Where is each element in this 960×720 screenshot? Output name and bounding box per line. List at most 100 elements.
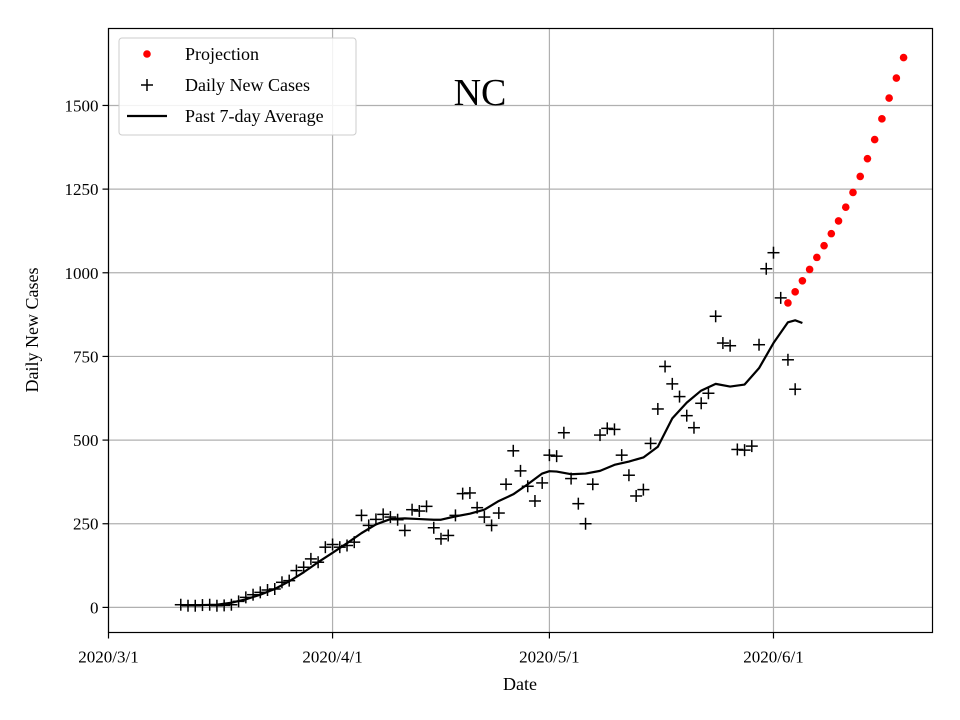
daily-cases-marker — [521, 480, 534, 493]
daily-cases-marker — [543, 449, 556, 462]
daily-cases-marker — [369, 513, 382, 526]
daily-cases-marker — [622, 469, 635, 482]
daily-cases-marker — [275, 576, 288, 589]
daily-cases-marker — [579, 517, 592, 530]
daily-cases-marker — [738, 444, 751, 457]
daily-cases-marker — [225, 598, 238, 611]
daily-cases-marker — [420, 500, 433, 513]
plot-frame — [107, 27, 934, 634]
y-tick-label: 0 — [90, 598, 99, 617]
daily-cases-marker — [203, 598, 216, 611]
x-tick-label: 2020/3/1 — [78, 648, 138, 667]
daily-cases-marker — [680, 409, 693, 422]
daily-cases-marker — [442, 529, 455, 542]
daily-cases-marker — [659, 360, 672, 373]
daily-cases-marker — [557, 426, 570, 439]
legend-box — [118, 37, 357, 136]
daily-cases-marker — [232, 595, 245, 608]
daily-cases-marker — [463, 486, 476, 499]
daily-cases-marker — [644, 437, 657, 450]
daily-cases-marker — [406, 503, 419, 516]
daily-cases-marker — [478, 511, 491, 524]
daily-cases-marker — [687, 421, 700, 434]
daily-cases-marker — [594, 429, 607, 442]
daily-cases-marker — [601, 422, 614, 435]
average-line — [180, 319, 803, 607]
daily-cases-marker — [774, 291, 787, 304]
projection-point — [805, 265, 814, 274]
daily-cases-marker — [608, 423, 621, 436]
daily-cases-marker — [261, 584, 274, 597]
daily-cases-marker — [377, 508, 390, 521]
y-tick-label: 500 — [73, 431, 99, 450]
daily-cases-marker — [572, 497, 585, 510]
daily-cases-marker — [586, 478, 599, 491]
daily-cases-marker — [174, 598, 187, 611]
y-tick-label: 250 — [73, 515, 99, 534]
y-axis-label: Daily New Cases — [22, 268, 42, 393]
daily-cases-marker — [536, 476, 549, 489]
daily-cases-marker — [702, 387, 715, 400]
daily-cases-marker — [485, 519, 498, 532]
daily-cases-marker — [753, 338, 766, 351]
y-tick-label: 1250 — [65, 180, 99, 199]
x-tick-label: 2020/5/1 — [519, 648, 579, 667]
projection-point — [834, 217, 843, 225]
daily-cases-marker — [767, 246, 780, 259]
daily-cases-marker — [673, 390, 686, 403]
daily-cases-marker — [528, 494, 541, 507]
projection-point — [820, 241, 828, 250]
daily-cases-marker — [651, 402, 664, 415]
legend-marker-projection — [143, 50, 151, 58]
projection-point — [791, 288, 799, 296]
x-tick-label: 2020/6/1 — [743, 648, 803, 667]
y-tick-label: 750 — [73, 347, 99, 366]
daily-cases-marker — [760, 262, 773, 275]
projection-point — [856, 172, 865, 181]
y-tick-label: 1000 — [65, 264, 99, 283]
daily-cases-marker — [716, 337, 729, 350]
projection-point — [885, 94, 893, 102]
daily-cases-marker — [254, 586, 267, 599]
daily-cases-marker — [304, 552, 317, 565]
daily-cases-marker — [630, 489, 643, 502]
projection-point — [813, 253, 821, 262]
daily-cases-marker — [637, 483, 650, 496]
daily-cases-marker — [709, 310, 722, 323]
daily-cases-marker — [362, 519, 375, 532]
daily-cases-marker — [615, 449, 628, 462]
daily-cases-marker — [434, 532, 447, 545]
daily-cases-marker — [745, 440, 758, 453]
daily-cases-marker — [391, 513, 404, 526]
daily-cases-marker — [268, 582, 281, 595]
daily-cases-marker — [413, 505, 426, 518]
daily-cases-marker — [781, 353, 794, 366]
daily-cases-marker — [514, 464, 527, 477]
daily-cases-marker — [247, 588, 260, 601]
average-series — [180, 319, 803, 607]
daily-cases-marker — [297, 561, 310, 574]
daily-cases-marker — [283, 574, 296, 587]
legend-label-projection: Projection — [185, 44, 259, 64]
daily-cases-marker — [471, 501, 484, 514]
projection-point — [863, 154, 872, 163]
daily-cases-marker — [239, 591, 252, 604]
daily-cases-marker — [666, 377, 679, 390]
daily-cases-marker — [507, 444, 520, 457]
daily-cases-marker — [398, 524, 411, 537]
projection-point — [878, 115, 886, 123]
daily-cases-marker — [500, 478, 513, 491]
x-axis-label: Date — [503, 674, 537, 694]
daily-cases-series — [174, 246, 802, 612]
projection-point — [784, 299, 792, 307]
daily-cases-marker — [319, 541, 332, 554]
legend-label-daily-cases: Daily New Cases — [185, 75, 310, 95]
daily-cases-marker — [384, 511, 397, 524]
daily-cases-marker — [333, 541, 346, 554]
daily-cases-marker — [492, 507, 505, 520]
legend-label-average: Past 7-day Average — [185, 106, 324, 126]
daily-cases-marker — [427, 521, 440, 534]
projection-point — [849, 188, 857, 197]
chart-title: NC — [454, 72, 507, 114]
